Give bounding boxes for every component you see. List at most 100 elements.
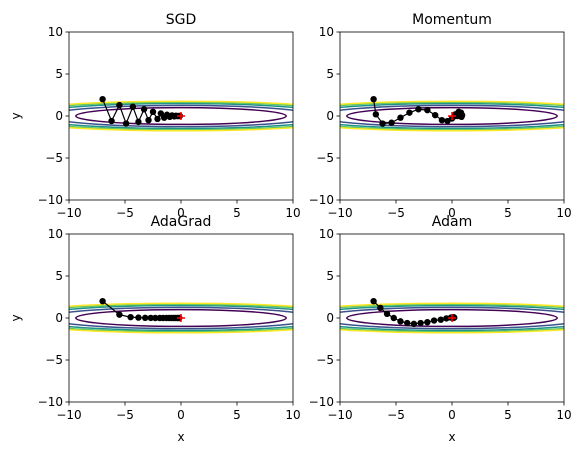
subplot-momentum: −10 −5 0 5 10 −10 −5 0 5 10 Momentum: [309, 12, 572, 220]
path-point: [379, 120, 386, 127]
path-point: [397, 114, 404, 121]
path-point: [370, 298, 377, 305]
y-tick-label: −5: [45, 353, 63, 367]
x-tick-label: 5: [233, 206, 241, 220]
contour-line: [340, 304, 564, 332]
path-point: [135, 118, 142, 126]
path-point: [135, 314, 142, 321]
path-point: [99, 96, 106, 103]
x-axis-label: x: [177, 430, 184, 444]
y-axis-label: y: [9, 112, 23, 119]
y-tick-label: 10: [319, 25, 334, 39]
contour-line: [340, 303, 564, 333]
y-tick-label: 10: [48, 25, 63, 39]
path-point: [415, 106, 422, 113]
path-point: [122, 120, 130, 127]
x-tick-label: −10: [327, 206, 352, 220]
y-tick-label: 5: [326, 269, 334, 283]
y-tick-label: −5: [316, 353, 334, 367]
path-point: [140, 106, 148, 113]
subplot-title: AdaGrad: [151, 214, 212, 230]
contour-line: [75, 106, 287, 126]
subplot-sgd: −10 −5 0 5 10 −10 −5 0 5 10 SGD y: [9, 12, 301, 220]
contour-line: [69, 304, 293, 332]
contour-line: [69, 306, 293, 330]
y-tick-label: −5: [45, 151, 63, 165]
minimum-marker: [448, 112, 456, 120]
path-point: [141, 314, 149, 322]
path-point: [145, 117, 152, 124]
y-tick-label: −10: [38, 193, 63, 207]
contour-line: [69, 102, 293, 130]
y-tick-label: −10: [309, 193, 334, 207]
x-tick-label: 0: [177, 408, 185, 422]
x-tick-label: 0: [177, 206, 185, 220]
path-point: [377, 304, 384, 312]
contour-line: [69, 100, 293, 132]
y-axis-label: y: [9, 314, 23, 321]
x-tick-label: 10: [285, 408, 300, 422]
minimum-marker: [177, 112, 185, 120]
path-point: [417, 319, 424, 327]
contour-line: [340, 302, 564, 334]
x-tick-label: 10: [556, 408, 571, 422]
path-point: [388, 119, 395, 126]
path-point: [406, 109, 413, 116]
path-point: [129, 103, 137, 110]
path-point: [432, 111, 439, 119]
contour-line: [346, 308, 558, 328]
x-tick-label: −10: [56, 206, 81, 220]
path-point: [149, 108, 157, 116]
subplot-adam: −10 −5 0 5 10 −10 −5 0 5 10 Adam: [309, 214, 572, 422]
x-tick-label: −5: [387, 206, 405, 220]
minimum-marker: [177, 314, 185, 322]
x-tick-label: 0: [448, 206, 456, 220]
contour-line: [69, 101, 293, 131]
x-tick-label: 5: [233, 408, 241, 422]
contour-line: [69, 302, 293, 334]
path-point: [397, 318, 404, 325]
subplot-title: SGD: [166, 12, 197, 28]
y-tick-label: 0: [326, 311, 334, 325]
path-point: [116, 311, 123, 318]
contour-line: [69, 104, 293, 128]
y-tick-label: −10: [309, 395, 334, 409]
minimum-marker: [448, 314, 456, 322]
path-point: [424, 106, 431, 114]
path-point: [370, 96, 377, 103]
path-point: [390, 314, 397, 322]
contour-line: [340, 101, 564, 131]
x-tick-label: −5: [387, 408, 405, 422]
y-tick-label: −10: [38, 395, 63, 409]
x-tick-label: 10: [556, 206, 571, 220]
path-point: [99, 298, 106, 305]
path-point: [152, 314, 159, 322]
path-point: [410, 320, 418, 328]
path-point: [116, 101, 123, 109]
path-point: [430, 317, 438, 324]
x-tick-label: 5: [504, 206, 512, 220]
y-tick-label: 5: [326, 67, 334, 81]
path-point: [147, 314, 154, 322]
contour-line: [69, 303, 293, 333]
path-point: [438, 117, 446, 124]
x-tick-label: −5: [116, 408, 134, 422]
plot-area: [69, 298, 293, 334]
y-tick-label: 0: [55, 311, 63, 325]
x-tick-label: 0: [448, 408, 456, 422]
y-tick-label: 0: [55, 109, 63, 123]
x-tick-label: 10: [285, 206, 300, 220]
y-tick-label: 5: [55, 269, 63, 283]
x-tick-label: −10: [56, 408, 81, 422]
y-tick-label: 5: [55, 67, 63, 81]
path-point: [383, 310, 391, 317]
path-point: [127, 313, 134, 321]
path-point: [372, 111, 380, 118]
subplot-title: Adam: [432, 214, 472, 230]
path-point: [108, 117, 115, 125]
x-tick-label: 5: [504, 408, 512, 422]
plot-area: [340, 96, 564, 132]
y-tick-label: 10: [48, 227, 63, 241]
contour-line: [75, 308, 287, 328]
